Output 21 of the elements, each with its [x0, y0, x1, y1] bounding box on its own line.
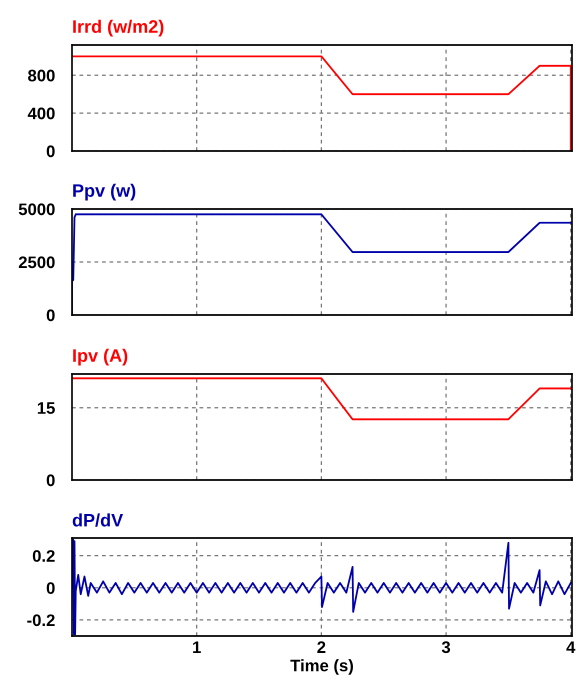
y-tick-label: 15	[38, 402, 55, 414]
x-tick-label: 1	[193, 641, 201, 653]
y-tick-label: 0	[46, 474, 55, 486]
x-tick-label: 2	[317, 641, 326, 653]
chart-title: dP/dV	[72, 513, 124, 527]
y-tick-label: 0	[46, 309, 55, 322]
y-tick-label: 800	[28, 70, 55, 82]
y-tick-label: 5000	[18, 203, 55, 216]
y-tick-label: 0.2	[32, 550, 55, 562]
x-axis-title: Time (s)	[290, 659, 353, 675]
y-tick-label: 2500	[18, 256, 55, 268]
chart-title: Ppv (w)	[73, 184, 136, 201]
y-tick-label: 400	[28, 108, 55, 120]
x-tick-label: 4	[566, 641, 576, 653]
y-tick-label: -0.2	[27, 614, 55, 626]
line-series	[72, 538, 572, 636]
chart-title: Ipv (A)	[73, 348, 128, 366]
y-tick-label: 0	[46, 145, 55, 158]
chart-title: Irrd (w/m2)	[73, 20, 164, 37]
x-tick-label: 3	[442, 641, 450, 654]
y-tick-label: 0	[46, 582, 55, 594]
